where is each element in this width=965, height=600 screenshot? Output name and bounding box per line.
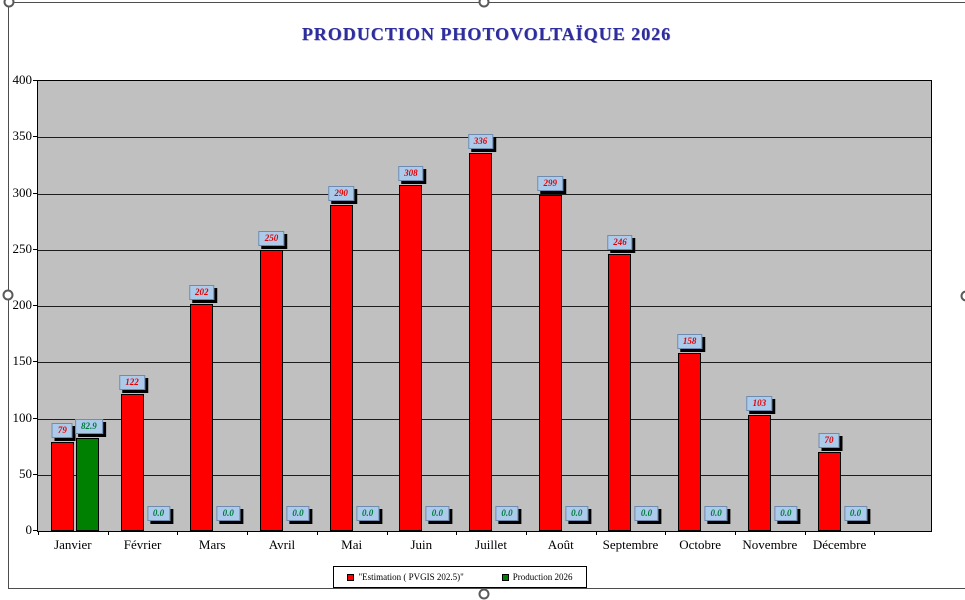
bar-label-production-mars: 0.0 — [217, 506, 240, 521]
x-axis-tick — [177, 531, 178, 535]
y-axis-tick — [33, 193, 38, 194]
legend-marker-production-icon — [502, 574, 509, 581]
bar-estimation-decembre[interactable] — [818, 452, 841, 531]
bar-production-janvier[interactable] — [76, 438, 99, 531]
y-axis-label: 50 — [2, 466, 32, 482]
bar-label-estimation-mai: 290 — [328, 186, 354, 201]
x-axis-tick — [596, 531, 597, 535]
x-axis-tick — [526, 531, 527, 535]
legend-marker-estimation-icon — [347, 574, 354, 581]
bar-estimation-juin[interactable] — [399, 185, 422, 532]
bar-label-estimation-avril: 250 — [259, 231, 285, 246]
y-axis-tick — [33, 136, 38, 137]
y-axis-tick — [33, 361, 38, 362]
y-axis-label: 350 — [2, 128, 32, 144]
bar-label-production-juillet: 0.0 — [495, 506, 518, 521]
bar-label-production-mai: 0.0 — [356, 506, 379, 521]
y-axis-tick — [33, 474, 38, 475]
y-axis-label: 250 — [2, 241, 32, 257]
bar-estimation-mars[interactable] — [190, 304, 213, 531]
legend-label-estimation: "Estimation ( PVGIS 202.5)" — [358, 572, 463, 582]
legend-item-estimation[interactable]: "Estimation ( PVGIS 202.5)" — [347, 572, 463, 582]
bar-label-estimation-aout: 299 — [538, 176, 564, 191]
bar-estimation-juillet[interactable] — [469, 153, 492, 531]
x-axis-tick — [665, 531, 666, 535]
legend-item-production[interactable]: Production 2026 — [502, 572, 573, 582]
y-axis-label: 100 — [2, 410, 32, 426]
y-axis-tick — [33, 249, 38, 250]
x-axis-tick — [317, 531, 318, 535]
x-axis-tick — [108, 531, 109, 535]
bar-label-production-aout: 0.0 — [565, 506, 588, 521]
bar-label-estimation-mars: 202 — [189, 285, 215, 300]
legend[interactable]: "Estimation ( PVGIS 202.5)" Production 2… — [333, 566, 587, 588]
y-axis-tick — [33, 418, 38, 419]
x-axis-tick — [387, 531, 388, 535]
selection-handle-right-middle[interactable] — [961, 291, 965, 302]
bar-label-estimation-juillet: 336 — [468, 134, 494, 149]
bar-estimation-octobre[interactable] — [678, 353, 701, 531]
bar-estimation-fevrier[interactable] — [121, 394, 144, 531]
bar-label-production-septembre: 0.0 — [635, 506, 658, 521]
bar-label-production-fevrier: 0.0 — [147, 506, 170, 521]
bar-estimation-aout[interactable] — [539, 195, 562, 531]
x-axis-tick — [38, 531, 39, 535]
x-axis-tick — [874, 531, 875, 535]
x-axis-label: Décembre — [795, 537, 885, 553]
y-axis-tick — [33, 80, 38, 81]
bar-label-production-juin: 0.0 — [426, 506, 449, 521]
selection-handle-left-middle[interactable] — [3, 290, 14, 301]
bar-label-production-novembre: 0.0 — [774, 506, 797, 521]
bar-label-production-decembre: 0.0 — [844, 506, 867, 521]
bar-label-production-avril: 0.0 — [286, 506, 309, 521]
bar-label-estimation-septembre: 246 — [607, 235, 633, 250]
bar-label-estimation-janvier: 79 — [52, 423, 73, 438]
chart-title[interactable]: PRODUCTION PHOTOVOLTAÏQUE 2026 — [8, 24, 965, 45]
x-axis-tick — [735, 531, 736, 535]
y-axis-tick — [33, 305, 38, 306]
bar-label-estimation-novembre: 103 — [747, 396, 773, 411]
bar-estimation-mai[interactable] — [330, 205, 353, 531]
legend-label-production: Production 2026 — [513, 572, 573, 582]
bar-label-estimation-octobre: 158 — [677, 334, 703, 349]
x-axis-tick — [805, 531, 806, 535]
y-axis-label: 0 — [2, 522, 32, 538]
bar-label-production-janvier: 82.9 — [75, 419, 103, 434]
selection-handle-bottom-middle[interactable] — [479, 589, 490, 600]
y-axis-label: 150 — [2, 353, 32, 369]
bar-label-estimation-decembre: 70 — [819, 433, 840, 448]
x-axis-tick — [247, 531, 248, 535]
bar-estimation-janvier[interactable] — [51, 442, 74, 531]
y-axis-label: 300 — [2, 185, 32, 201]
bar-label-estimation-fevrier: 122 — [119, 375, 145, 390]
y-axis-label: 400 — [2, 72, 32, 88]
bar-label-production-octobre: 0.0 — [705, 506, 728, 521]
bar-estimation-novembre[interactable] — [748, 415, 771, 531]
bar-estimation-avril[interactable] — [260, 250, 283, 531]
bar-estimation-septembre[interactable] — [608, 254, 631, 531]
bar-label-estimation-juin: 308 — [398, 166, 424, 181]
x-axis-tick — [456, 531, 457, 535]
